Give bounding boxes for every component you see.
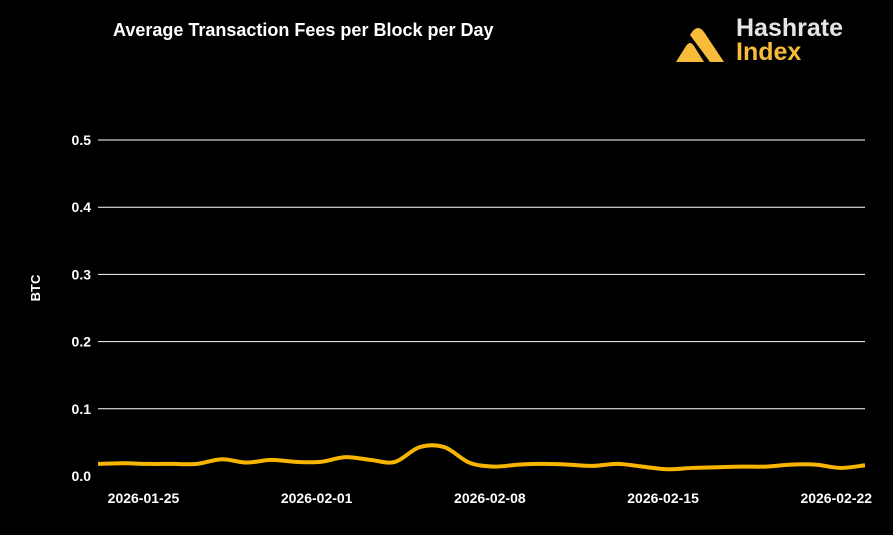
x-tick-label: 2026-02-22 (800, 490, 872, 506)
hashrate-index-logo: Hashrate Index (672, 14, 872, 66)
x-tick-label: 2026-02-08 (454, 490, 526, 506)
y-tick-label: 0.2 (72, 334, 92, 350)
y-axis-label: BTC (28, 274, 43, 301)
logo-text-line1: Hashrate (736, 14, 843, 42)
y-tick-label: 0.0 (72, 468, 92, 484)
y-tick-label: 0.1 (72, 401, 92, 417)
y-tick-label: 0.5 (72, 132, 92, 148)
y-tick-label: 0.3 (72, 266, 92, 282)
x-tick-label: 2026-02-15 (627, 490, 699, 506)
x-tick-label: 2026-02-01 (281, 490, 353, 506)
y-tick-label: 0.4 (72, 199, 92, 215)
x-tick-label: 2026-01-25 (108, 490, 180, 506)
series-line (97, 443, 866, 472)
logo-mark-icon (676, 28, 724, 62)
logo-text-line2: Index (736, 38, 802, 66)
chart-title: Average Transaction Fees per Block per D… (113, 20, 494, 40)
